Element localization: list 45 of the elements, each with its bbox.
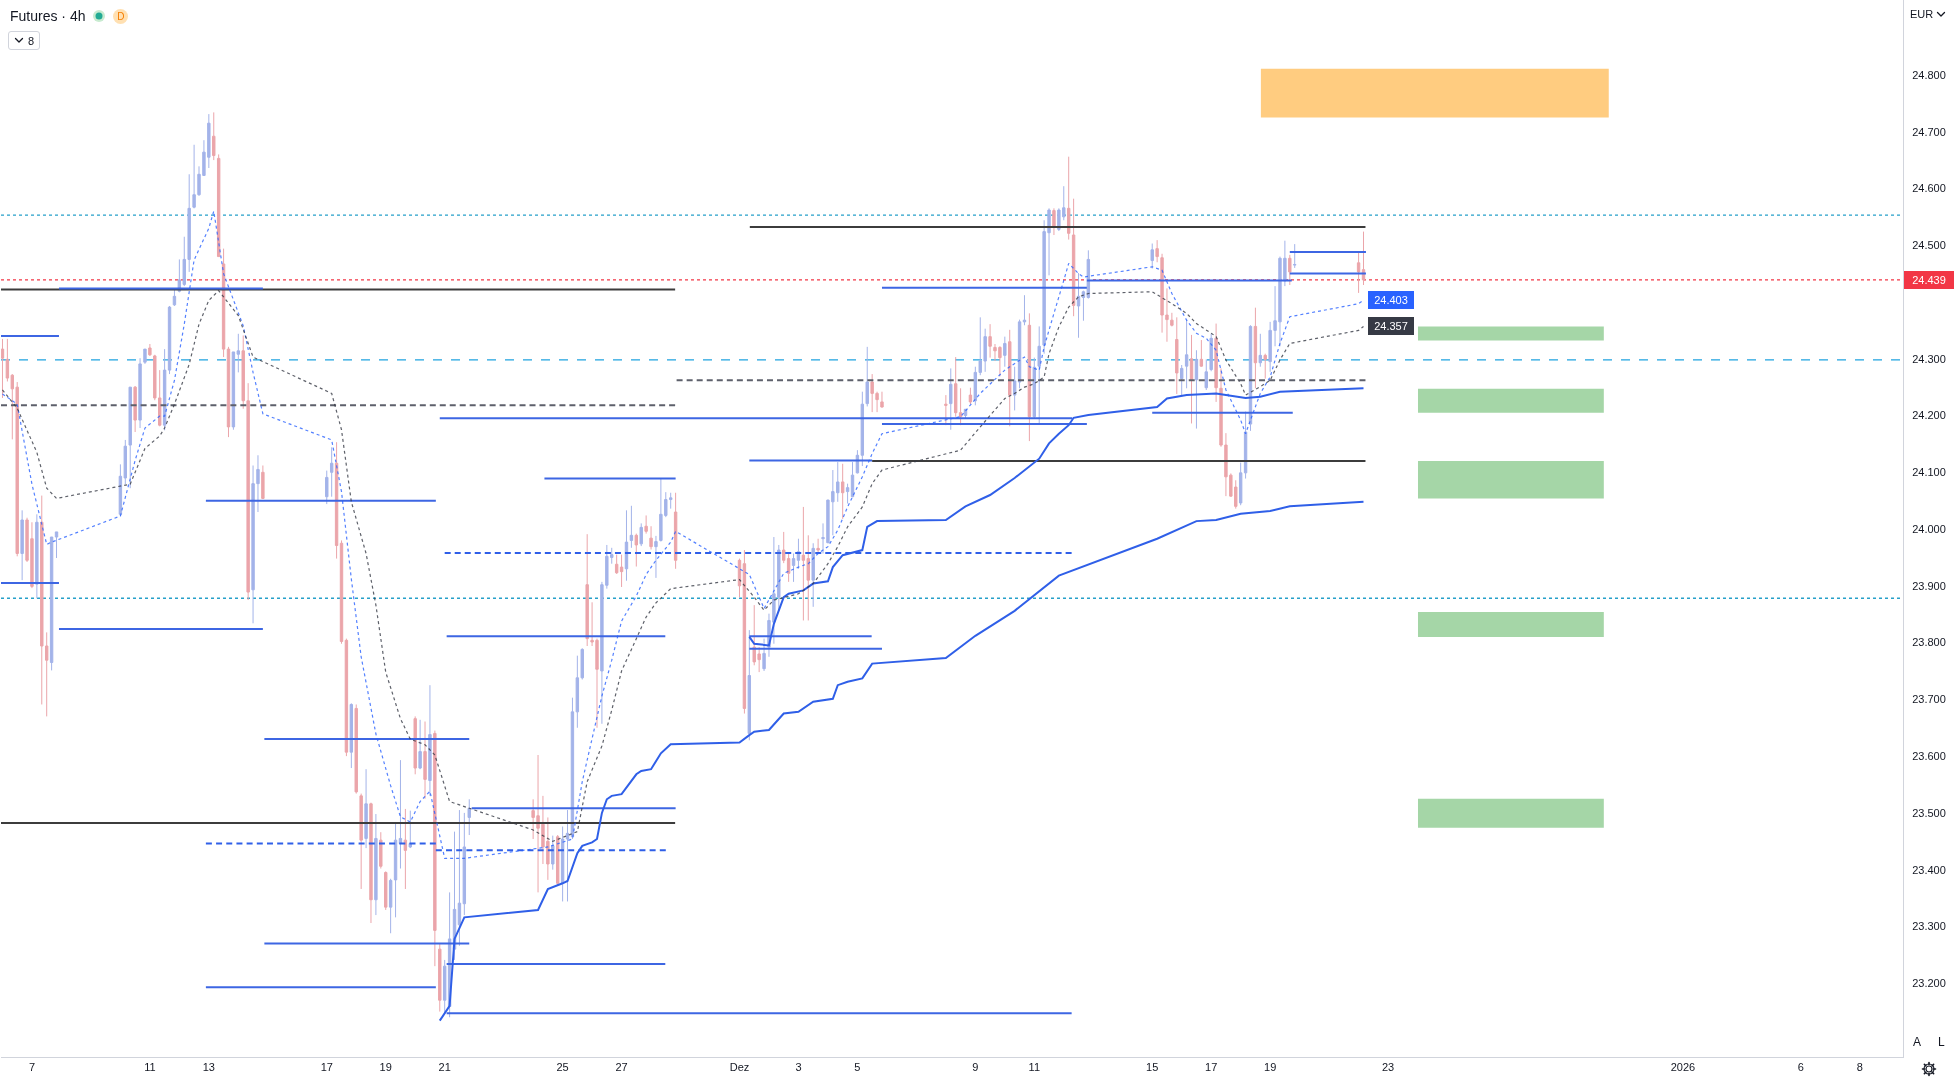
y-tick-label: 23.500 <box>1912 806 1946 819</box>
y-tick-label: 23.600 <box>1912 749 1946 762</box>
x-tick-label: 3 <box>795 1061 802 1074</box>
y-tick-label: 24.700 <box>1912 125 1946 138</box>
y-tick-label: 24.500 <box>1912 239 1946 252</box>
x-tick-label: 25 <box>556 1061 569 1074</box>
y-tick-label: 24.200 <box>1912 409 1946 422</box>
y-tick-label: 23.800 <box>1912 636 1946 649</box>
x-tick-label: 15 <box>1146 1061 1159 1074</box>
text: EUR <box>1910 8 1934 20</box>
x-tick-label: 21 <box>438 1061 451 1074</box>
x-tick-label: 9 <box>972 1061 979 1074</box>
x-tick-label: 11 <box>1028 1061 1041 1074</box>
y-tick-label: 24.100 <box>1912 466 1946 479</box>
x-tick-label: 27 <box>615 1061 628 1074</box>
x-tick-label: 7 <box>28 1061 36 1074</box>
text: A <box>1913 1035 1922 1049</box>
y-tick-label: 24.000 <box>1912 522 1946 535</box>
x-tick-label: 19 <box>1264 1061 1277 1074</box>
x-tick-label: 2026 <box>1670 1061 1696 1074</box>
y-tick-label: 24.800 <box>1912 68 1946 81</box>
text: Futures · 4h <box>10 7 86 25</box>
data-label: 24.357 <box>1374 320 1408 332</box>
x-tick-label: 13 <box>202 1061 215 1074</box>
x-tick-label: 17 <box>320 1061 333 1074</box>
y-tick-label: 24.600 <box>1912 182 1946 195</box>
x-tick-label: 17 <box>1205 1061 1218 1074</box>
x-tick-label: 6 <box>1797 1061 1804 1074</box>
y-tick-label: 24.300 <box>1912 352 1946 365</box>
y-tick-label: 23.200 <box>1912 977 1946 990</box>
annotation: 8 <box>28 34 35 47</box>
x-tick-label: Dez <box>729 1061 750 1074</box>
x-tick-label: 19 <box>379 1061 392 1074</box>
annotation: D <box>113 8 129 24</box>
x-tick-label: 5 <box>854 1061 861 1074</box>
x-tick-label: 11 <box>144 1061 156 1074</box>
y-tick-label: 23.400 <box>1912 863 1946 876</box>
y-tick-label: 23.300 <box>1912 920 1946 933</box>
data-label: 24.403 <box>1374 294 1408 306</box>
text: L <box>1938 1035 1945 1049</box>
x-tick-label: 23 <box>1381 1061 1395 1074</box>
ref-line-label: 24.439 <box>1912 274 1946 286</box>
x-tick-label: 8 <box>1856 1061 1863 1074</box>
y-tick-label: 23.900 <box>1912 579 1946 592</box>
y-tick-label: 23.700 <box>1912 693 1946 706</box>
